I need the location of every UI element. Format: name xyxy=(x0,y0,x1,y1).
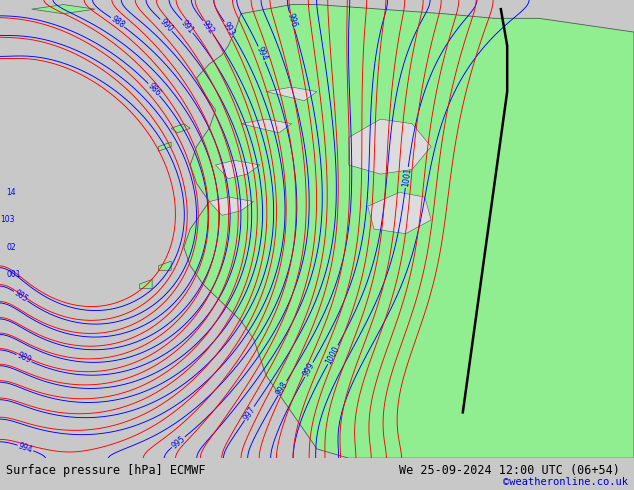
Polygon shape xyxy=(184,4,634,458)
Text: 001: 001 xyxy=(6,270,21,279)
Text: 990: 990 xyxy=(158,17,174,34)
Text: 999: 999 xyxy=(301,361,316,378)
Polygon shape xyxy=(266,87,317,101)
Polygon shape xyxy=(171,123,190,133)
Polygon shape xyxy=(139,279,152,289)
Text: 02: 02 xyxy=(6,243,16,252)
Text: 995: 995 xyxy=(170,434,187,450)
Text: 998: 998 xyxy=(275,380,290,396)
Text: 988: 988 xyxy=(109,14,126,30)
Text: We 25-09-2024 12:00 UTC (06+54): We 25-09-2024 12:00 UTC (06+54) xyxy=(399,465,620,477)
Polygon shape xyxy=(241,119,292,133)
Text: 985: 985 xyxy=(12,288,29,304)
Polygon shape xyxy=(158,261,171,270)
Bar xyxy=(0,0,456,458)
Polygon shape xyxy=(32,4,95,14)
Polygon shape xyxy=(349,119,431,174)
Text: 993: 993 xyxy=(221,20,236,37)
Text: 992: 992 xyxy=(200,19,216,36)
Text: 989: 989 xyxy=(15,351,32,366)
Text: 1001: 1001 xyxy=(401,167,413,188)
Text: 986: 986 xyxy=(146,81,162,98)
Text: 14: 14 xyxy=(6,188,16,197)
Text: 991: 991 xyxy=(179,18,196,35)
Polygon shape xyxy=(216,160,260,179)
Polygon shape xyxy=(209,197,254,215)
Text: 994: 994 xyxy=(255,46,269,63)
Text: 1000: 1000 xyxy=(324,344,341,366)
Polygon shape xyxy=(368,193,431,234)
Text: 996: 996 xyxy=(285,12,299,29)
Text: Surface pressure [hPa] ECMWF: Surface pressure [hPa] ECMWF xyxy=(6,465,206,477)
Polygon shape xyxy=(158,142,171,151)
Text: 994: 994 xyxy=(17,441,34,455)
Text: ©weatheronline.co.uk: ©weatheronline.co.uk xyxy=(503,477,628,488)
Text: 103: 103 xyxy=(0,216,15,224)
Text: 997: 997 xyxy=(242,405,257,422)
